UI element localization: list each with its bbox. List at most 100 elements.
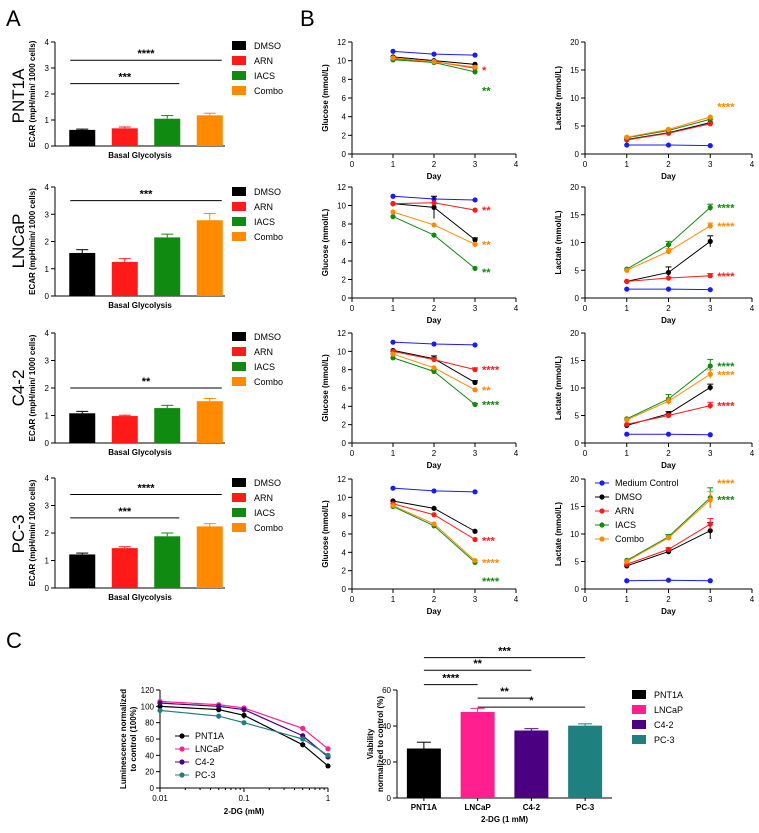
- y-tick-label: 1: [45, 557, 50, 566]
- y-tick-label: 100: [141, 702, 155, 711]
- y-tick-label: 2: [342, 567, 347, 576]
- bar: [69, 554, 96, 588]
- y-tick-label: 2: [45, 238, 50, 247]
- bar: [111, 128, 138, 146]
- data-point: [472, 489, 478, 495]
- data-point: [472, 528, 478, 534]
- legend-swatch: [232, 523, 246, 532]
- row-label-pc-3: PC-3: [9, 515, 28, 554]
- x-axis-label: Day: [427, 316, 442, 325]
- legend-label: IACS: [254, 362, 275, 372]
- y-tick-label: 4: [45, 38, 50, 47]
- data-point: [707, 143, 713, 149]
- x-tick-label: 1: [391, 449, 396, 458]
- data-point: [325, 752, 331, 758]
- data-point: [472, 536, 478, 543]
- significance-label: ****: [717, 478, 735, 490]
- data-point: [390, 339, 396, 345]
- legend-marker: [599, 522, 605, 528]
- x-axis-label: 2-DG (1 mM): [481, 815, 528, 824]
- legend-label: IACS: [254, 217, 275, 227]
- data-point: [472, 265, 478, 271]
- x-tick-label: 3: [473, 449, 478, 458]
- y-tick-label: 20: [570, 38, 579, 47]
- y-tick-label: 0: [45, 292, 50, 301]
- y-axis-label: Lactate (mmol/L): [554, 210, 563, 274]
- data-point: [241, 712, 247, 718]
- y-tick-label: 40: [145, 751, 154, 760]
- legend-label: ARN: [615, 506, 634, 516]
- x-tick-label: 4: [514, 304, 519, 313]
- data-point: [157, 700, 163, 706]
- y-tick-label: 4: [45, 474, 50, 483]
- y-tick-label: 20: [570, 183, 579, 192]
- x-tick-label: 0: [350, 595, 355, 604]
- significance-label: ****: [717, 101, 735, 113]
- legend-label: DMSO: [254, 332, 281, 342]
- data-point: [665, 269, 672, 276]
- legend-swatch: [232, 56, 246, 65]
- legend-marker: [599, 480, 605, 486]
- x-tick-label: 2: [666, 304, 671, 313]
- significance-label: ***: [118, 506, 132, 518]
- y-tick-label: 10: [337, 202, 346, 211]
- legend-swatch: [232, 362, 246, 371]
- chart-ecar-lncap: 0 1 2 3 4 ECAR (mpH/min/ 1000 cells) *** Basal …: [28, 183, 283, 310]
- bar: [69, 129, 96, 146]
- y-tick-label: 6: [342, 384, 347, 393]
- y-axis-label: Lactate (mmol/L): [554, 356, 563, 420]
- y-tick-label: 20: [145, 768, 154, 777]
- legend-swatch: [232, 332, 246, 341]
- data-point: [707, 204, 713, 211]
- x-tick-label: 2: [666, 449, 671, 458]
- x-tick-label: 3: [708, 449, 713, 458]
- data-point: [431, 521, 437, 527]
- data-point: [390, 502, 396, 509]
- data-point: [390, 48, 396, 54]
- y-tick-label: 0: [45, 142, 50, 151]
- y-tick-label: 10: [337, 57, 346, 66]
- bar: [154, 118, 181, 146]
- y-tick-label: 12: [337, 183, 346, 192]
- y-tick-label: 2: [45, 529, 50, 538]
- x-tick-label: 2: [666, 595, 671, 604]
- x-tick-label: 0: [583, 595, 588, 604]
- x-tick-label: 2: [432, 160, 437, 169]
- data-point: [431, 200, 437, 206]
- x-axis-label: Day: [661, 316, 676, 325]
- x-tick-label: 2: [432, 304, 437, 313]
- legend-label: Combo: [254, 377, 283, 387]
- legend-label: Combo: [254, 523, 283, 533]
- y-tick-label: 2: [45, 384, 50, 393]
- legend-label: ARN: [254, 56, 273, 66]
- legend-label: Medium Control: [615, 478, 679, 488]
- data-point: [624, 421, 630, 427]
- legend-label: DMSO: [254, 41, 281, 51]
- data-point: [624, 578, 630, 584]
- legend-marker: [599, 536, 605, 542]
- x-tick-label: 3: [473, 595, 478, 604]
- data-point: [472, 69, 478, 75]
- data-point: [707, 521, 713, 527]
- x-tick-label: 0.1: [238, 794, 250, 803]
- y-axis-label: ECAR (mpH/min/ 1000 cells): [28, 479, 37, 586]
- significance-label: ****: [717, 221, 735, 233]
- data-point: [390, 485, 396, 491]
- data-point: [665, 577, 672, 583]
- significance-label: ****: [442, 673, 460, 685]
- data-point: [390, 201, 396, 207]
- significance-label: ****: [482, 365, 500, 377]
- data-point: [431, 512, 437, 518]
- y-axis-label: ECAR (mpH/min/ 1000 cells): [28, 40, 37, 147]
- legend-marker: [179, 772, 185, 778]
- significance-label: *: [482, 65, 487, 77]
- legend-label: PNT1A: [654, 690, 683, 700]
- panel-label-c: C: [6, 628, 22, 653]
- bar: [196, 220, 223, 296]
- chart-lactate-pc-3: 0 5 10 15 20 Lactate (mmol/L) 0 1 2 3 4 Day **** ****…: [554, 475, 755, 616]
- y-tick-label: 6: [342, 94, 347, 103]
- legend-label: IACS: [615, 520, 636, 530]
- legend-label: LNCaP: [195, 744, 224, 754]
